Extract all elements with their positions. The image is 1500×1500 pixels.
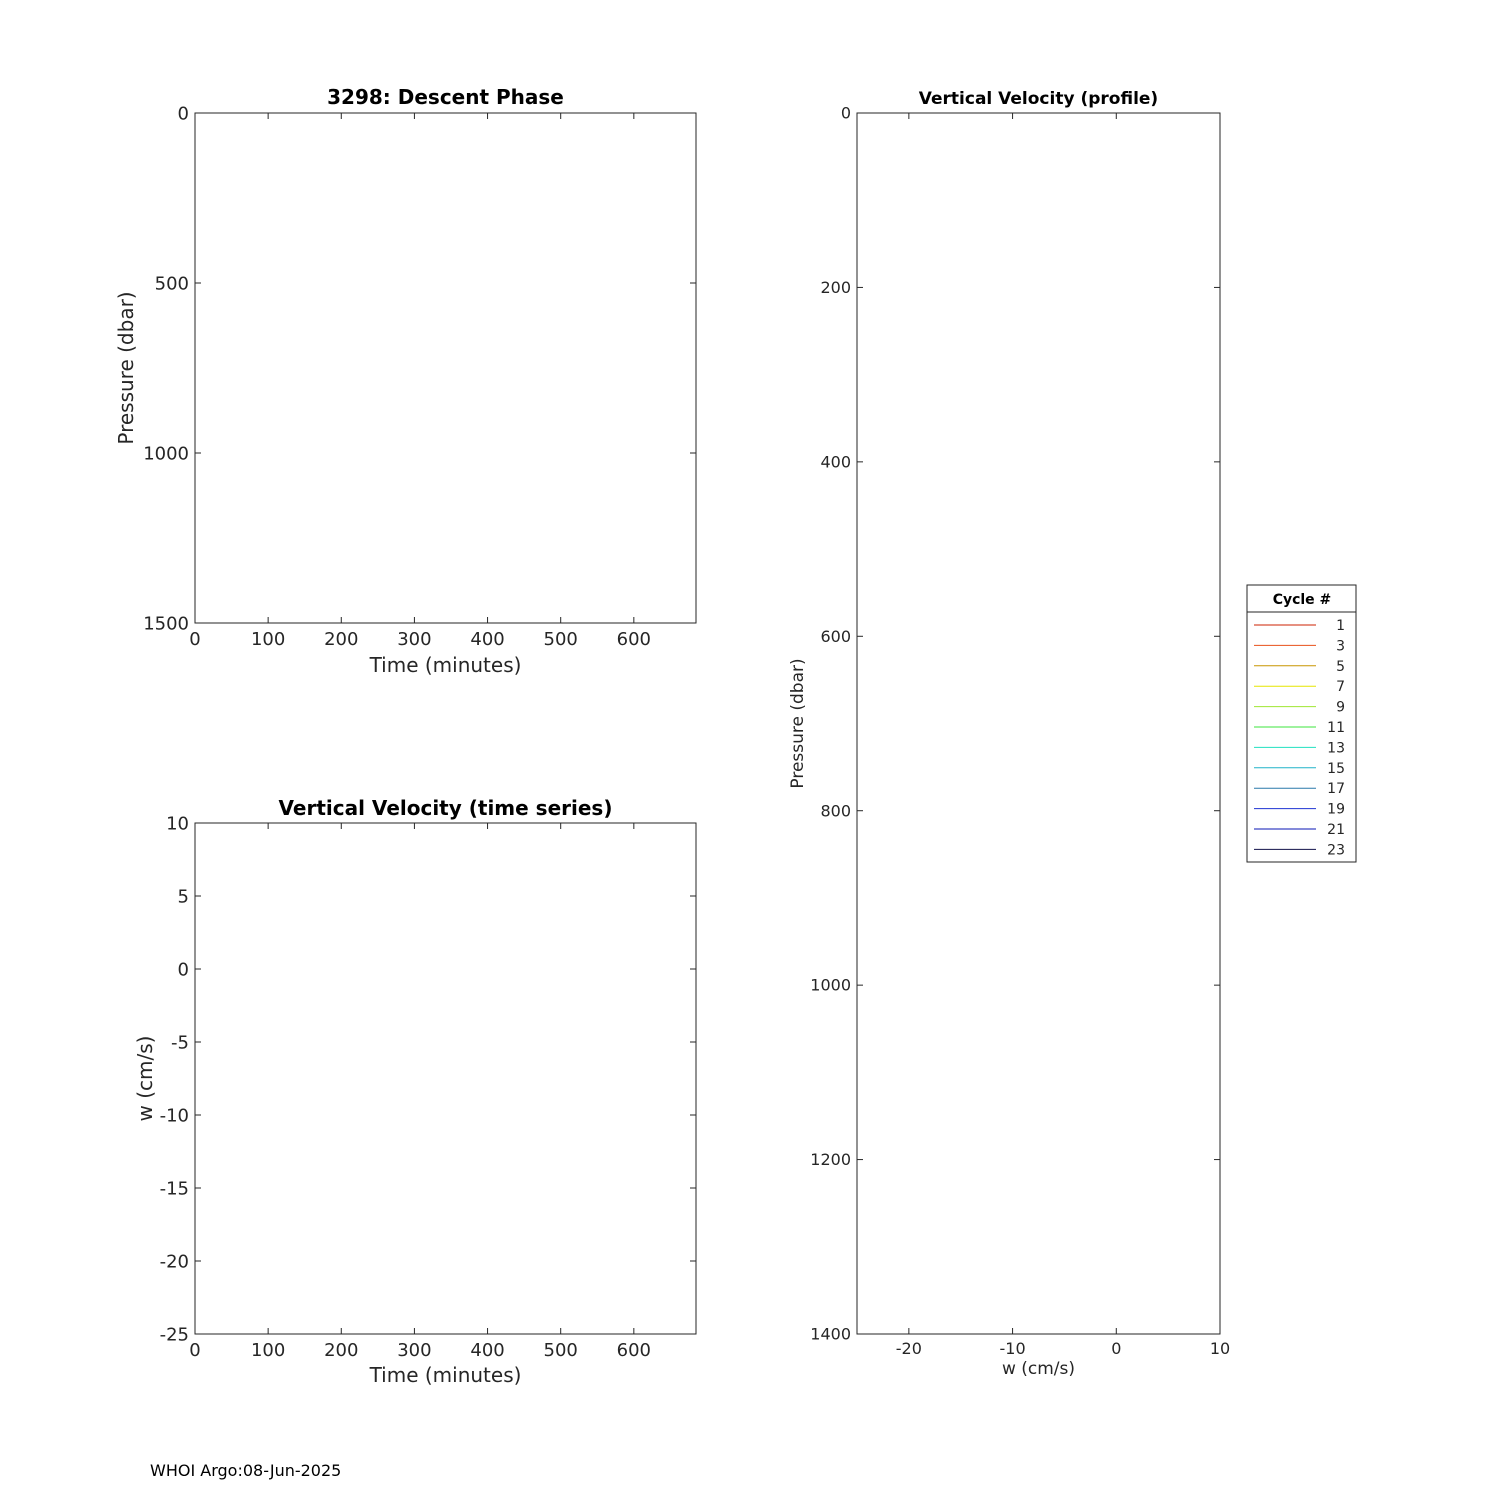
y-tick-label: 1000 [810, 976, 851, 995]
y-tick-label: -25 [160, 1324, 189, 1345]
y-tick-label: -5 [171, 1032, 189, 1053]
y-tick-label: 800 [820, 801, 851, 820]
x-axis-label: Time (minutes) [369, 653, 522, 677]
legend-label-3: 3 [1336, 638, 1345, 654]
x-tick-label: 500 [544, 629, 578, 650]
legend-label-15: 15 [1327, 761, 1345, 777]
legend-label-19: 19 [1327, 802, 1345, 818]
y-axis-label: Pressure (dbar) [114, 291, 138, 444]
y-tick-label: 5 [178, 886, 189, 907]
legend-title: Cycle # [1273, 592, 1332, 608]
y-axis-label: Pressure (dbar) [788, 658, 808, 788]
legend-label-23: 23 [1327, 842, 1345, 858]
y-tick-label: 0 [178, 103, 189, 124]
chart-title: Vertical Velocity (time series) [279, 796, 613, 820]
x-tick-label: 0 [189, 1340, 200, 1361]
x-tick-label: 0 [189, 629, 200, 650]
footer-credit: WHOI Argo:08-Jun-2025 [150, 1461, 342, 1480]
x-tick-label: 100 [251, 1340, 285, 1361]
y-tick-label: 0 [841, 104, 851, 123]
axes-frame [194, 822, 697, 1335]
y-tick-label: -15 [160, 1178, 189, 1199]
legend-label-9: 9 [1336, 700, 1345, 716]
legend-label-21: 21 [1327, 822, 1345, 838]
y-tick-label: 1400 [810, 1325, 851, 1344]
x-tick-label: 200 [324, 629, 358, 650]
x-tick-label: 200 [324, 1340, 358, 1361]
x-tick-label: 300 [397, 1340, 431, 1361]
y-tick-label: 0 [178, 959, 189, 980]
legend-label-11: 11 [1327, 720, 1345, 736]
x-tick-label: 0 [1111, 1339, 1121, 1358]
x-tick-label: 100 [251, 629, 285, 650]
legend-label-5: 5 [1336, 659, 1345, 675]
y-tick-label: 400 [820, 452, 851, 471]
chart-title: 3298: Descent Phase [327, 85, 564, 109]
y-tick-label: 10 [166, 813, 189, 834]
x-axis-label: Time (minutes) [369, 1363, 522, 1387]
y-tick-label: 200 [820, 278, 851, 297]
x-axis-label: w (cm/s) [1002, 1359, 1075, 1379]
axes-frame [194, 112, 697, 624]
y-tick-label: -20 [160, 1251, 189, 1272]
x-tick-label: -20 [896, 1339, 922, 1358]
legend-label-1: 1 [1336, 618, 1345, 634]
x-tick-label: 600 [617, 1340, 651, 1361]
chart-vertical-velocity-time-series: 0 100 200 300 400 500 600 -25 -20 -15 -10 -5 0 5 10 Ver… [133, 796, 697, 1387]
legend-label-13: 13 [1327, 740, 1345, 756]
axes-frame [856, 112, 1221, 1335]
x-tick-label: 600 [617, 629, 651, 650]
y-tick-label: 1500 [143, 613, 189, 634]
y-tick-label: 1200 [810, 1150, 851, 1169]
y-tick-label: 500 [155, 273, 189, 294]
x-tick-label: 300 [397, 629, 431, 650]
chart-vertical-velocity-profile: -20 -10 0 100200400600800100012001400Vertic… [788, 89, 1230, 1379]
y-tick-label: 1000 [143, 443, 189, 464]
legend-label-17: 17 [1327, 781, 1345, 797]
legend-label-7: 7 [1336, 679, 1345, 695]
x-tick-label: 500 [544, 1340, 578, 1361]
legend-box [1246, 584, 1357, 863]
y-tick-label: -10 [160, 1105, 189, 1126]
x-tick-label: 400 [470, 1340, 504, 1361]
y-tick-label: 600 [820, 627, 851, 646]
x-tick-label: -10 [1000, 1339, 1026, 1358]
chart-descent-phase: 0 100 200 300 400 500 600 0 500 1000 1500 3298: Des… [114, 85, 697, 677]
chart-title: Vertical Velocity (profile) [919, 89, 1158, 109]
x-tick-label: 10 [1210, 1339, 1230, 1358]
x-tick-label: 400 [470, 629, 504, 650]
y-axis-label: w (cm/s) [133, 1036, 157, 1122]
